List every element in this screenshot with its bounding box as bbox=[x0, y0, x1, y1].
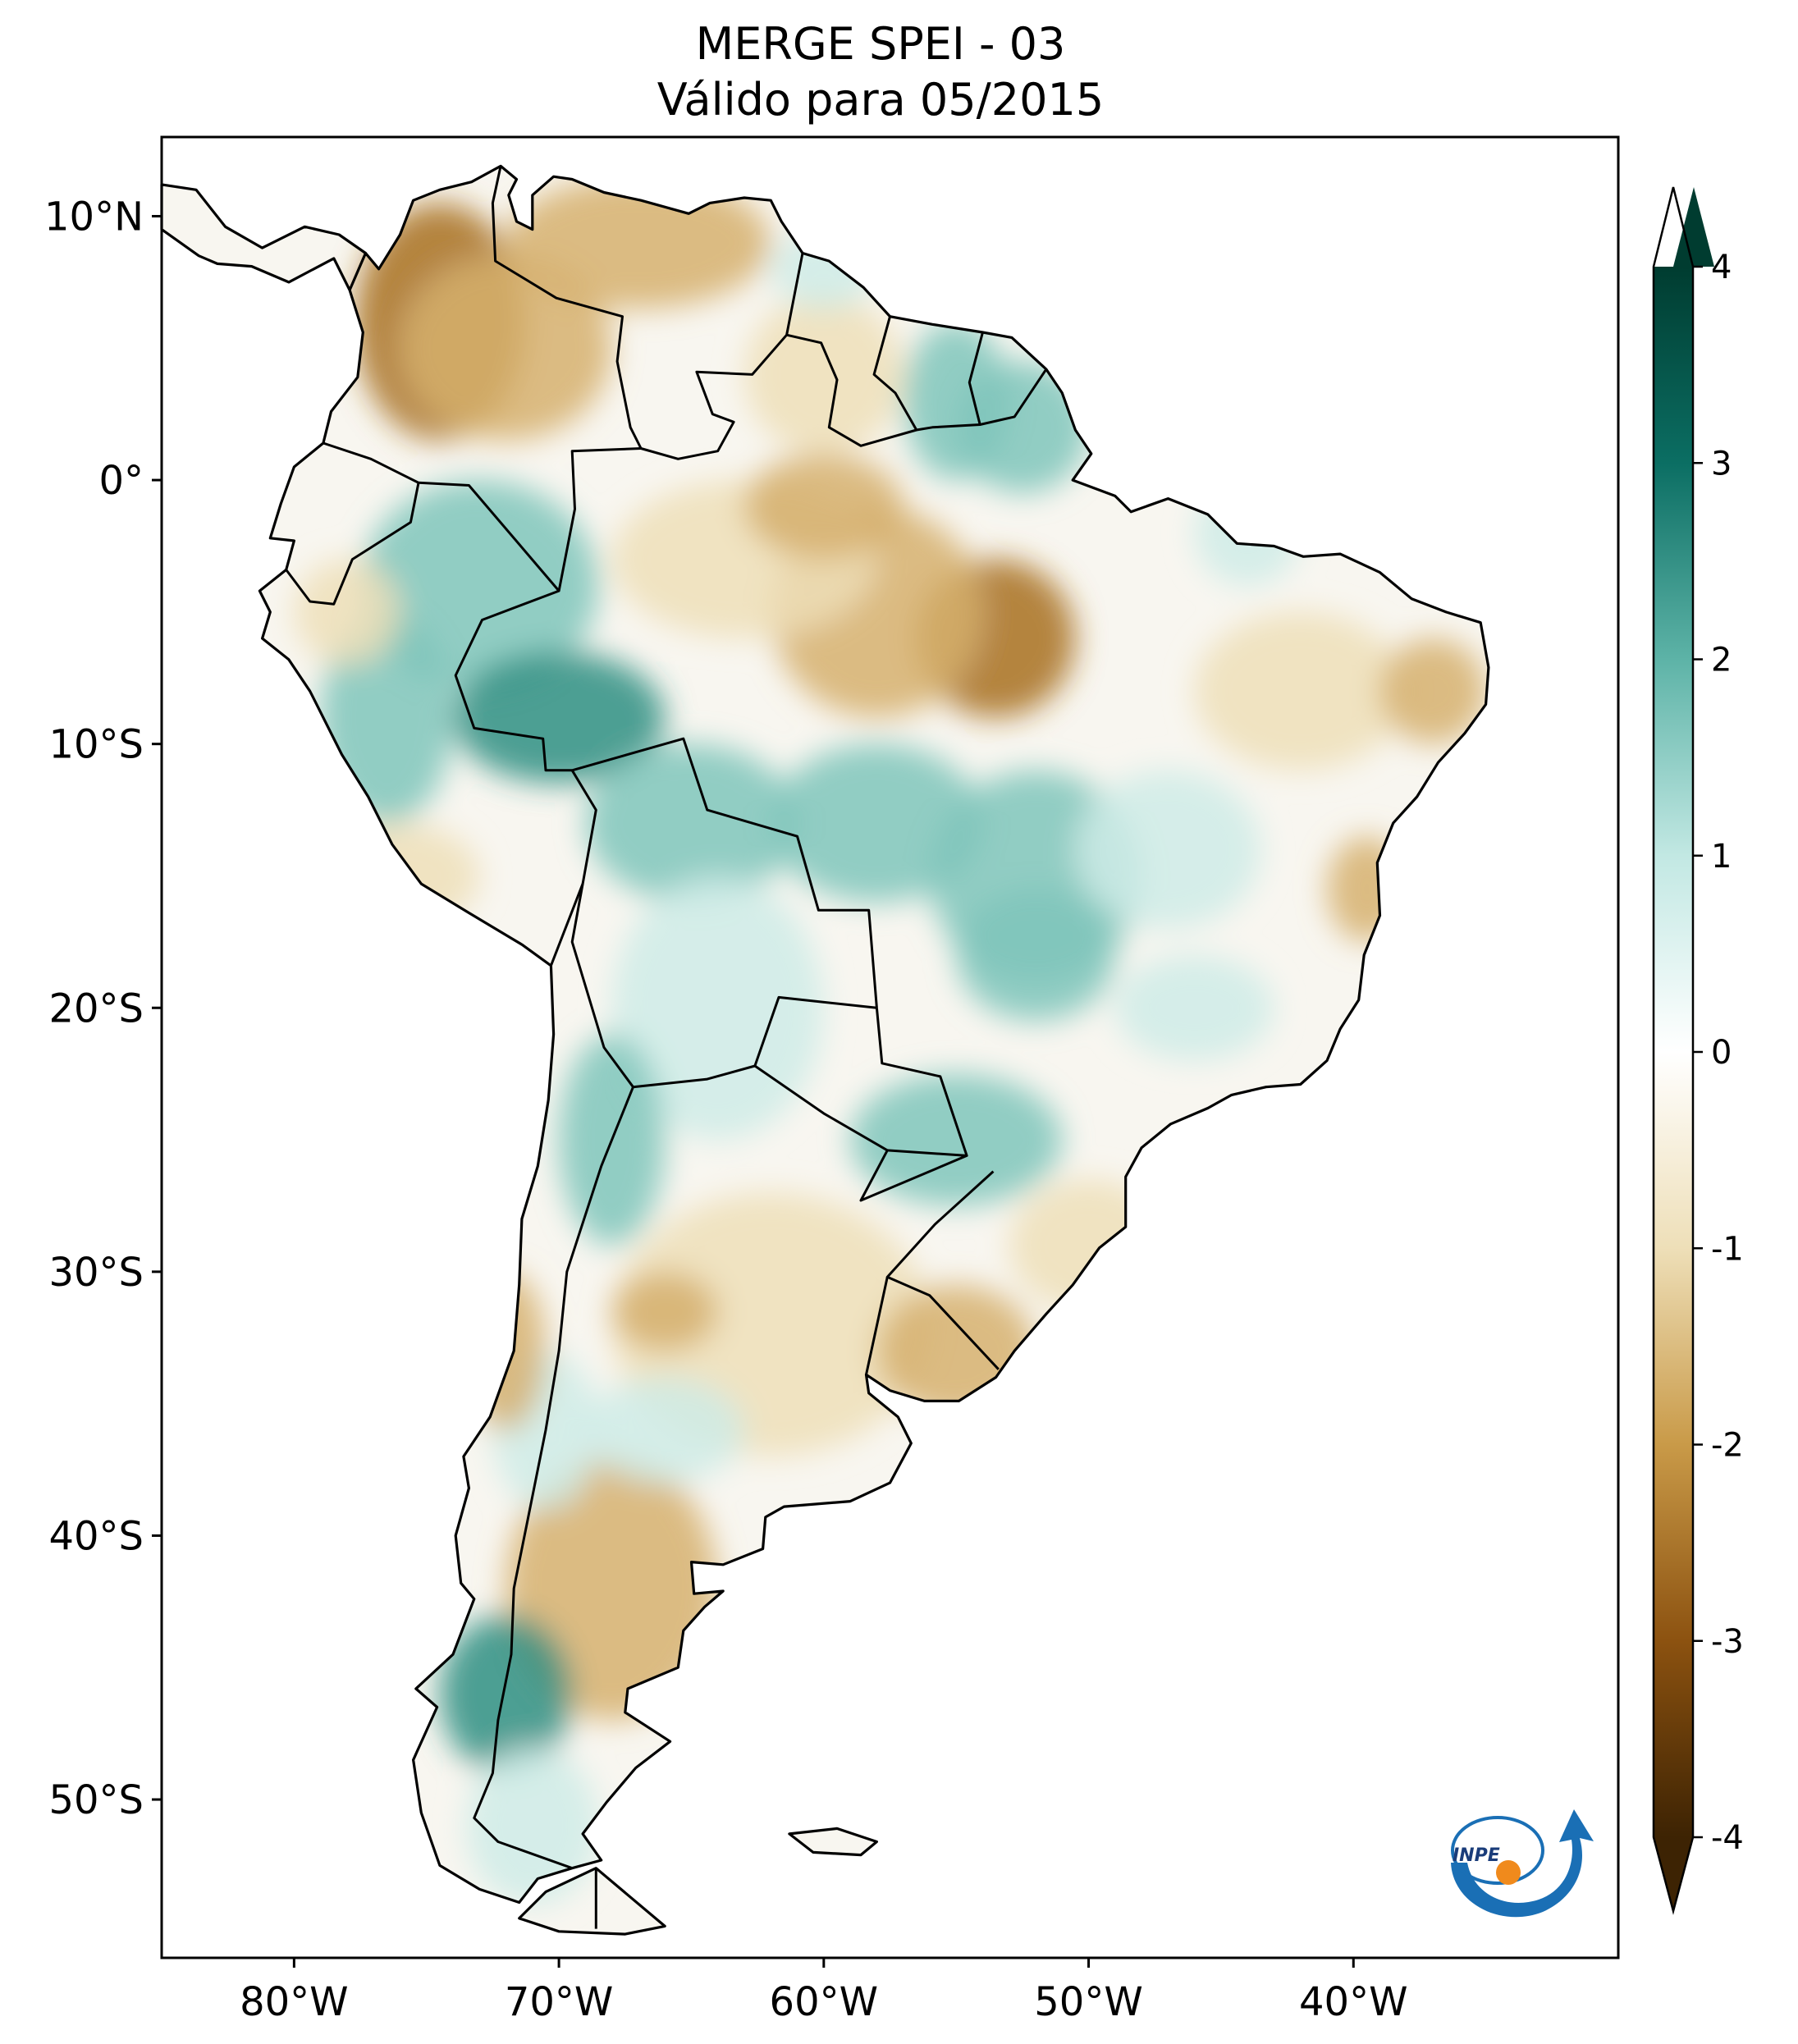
spei-blob-dry bbox=[611, 1271, 718, 1351]
spei-blob-dry bbox=[1379, 638, 1486, 744]
lat-tick-label: 0° bbox=[98, 458, 144, 504]
lon-tick-label: 60°W bbox=[770, 1979, 879, 2025]
country-border bbox=[473, 1086, 634, 1870]
lon-tick-label: 80°W bbox=[240, 1979, 349, 2025]
colorbar-tick-label: -2 bbox=[1711, 1427, 1744, 1465]
spei-blob-wet-light bbox=[466, 1746, 599, 1905]
spei-blob-dry bbox=[400, 255, 612, 441]
logo-ring-icon bbox=[1451, 1816, 1544, 1885]
lat-tick-label: 20°S bbox=[48, 985, 144, 1031]
colorbar-tick-label: -1 bbox=[1711, 1230, 1744, 1268]
spei-blob-wet-light bbox=[1075, 770, 1261, 929]
country-border bbox=[418, 481, 560, 592]
spei-blob-wet-light bbox=[611, 876, 824, 1141]
country-border bbox=[550, 883, 584, 967]
colorbar-tick-label: 3 bbox=[1711, 445, 1732, 482]
map-title-line-2: Válido para 05/2015 bbox=[657, 74, 1104, 126]
lon-tick-label: 40°W bbox=[1299, 1979, 1408, 2025]
colorbar-extend-max bbox=[1673, 187, 1714, 267]
colorbar-tick-label: 2 bbox=[1711, 642, 1732, 679]
colorbar-gradient bbox=[1654, 267, 1693, 1837]
colorbar-tick-label: 0 bbox=[1711, 1034, 1732, 1072]
spei-blob-wet bbox=[771, 743, 983, 903]
country-border bbox=[640, 253, 804, 460]
spei-blob-wet-light bbox=[1114, 955, 1274, 1061]
spei-blob-dry bbox=[744, 453, 904, 560]
latitude-axis: 10°N 0° 10°S 20°S 30°S 40°S 50°S bbox=[44, 194, 162, 1823]
lat-tick-label: 40°S bbox=[48, 1513, 144, 1559]
colorbar-tick-label: -4 bbox=[1711, 1819, 1744, 1857]
country-border bbox=[859, 1008, 968, 1202]
lon-tick-label: 50°W bbox=[1034, 1979, 1143, 2025]
country-border bbox=[285, 441, 420, 606]
spei-blob-wet-strong bbox=[453, 652, 666, 784]
lat-tick-label: 10°S bbox=[48, 722, 144, 768]
spei-blob-dry-light bbox=[1194, 611, 1407, 771]
lat-tick-label: 30°S bbox=[48, 1250, 144, 1296]
map-title-line-1: MERGE SPEI - 03 bbox=[696, 18, 1066, 70]
spei-blob-wet bbox=[956, 889, 1115, 1022]
colorbar-extend-min bbox=[1654, 1837, 1693, 1911]
lon-tick-label: 70°W bbox=[505, 1979, 614, 2025]
spei-blob-wet bbox=[956, 361, 1089, 494]
logo-sun-icon bbox=[1496, 1860, 1521, 1885]
spei-blob-wet bbox=[585, 743, 798, 903]
map-panel bbox=[160, 135, 1620, 1959]
country-border bbox=[454, 447, 642, 772]
spei-blob-wet bbox=[320, 611, 453, 824]
country-border bbox=[979, 368, 1048, 426]
political-borders bbox=[285, 166, 1048, 1929]
country-border bbox=[786, 316, 918, 447]
spei-blob-dry-light bbox=[294, 559, 400, 665]
country-border bbox=[571, 737, 878, 1008]
colorbar-tick-label: -3 bbox=[1711, 1623, 1744, 1661]
colorbar: 4 3 2 1 0 -1 -2 -3 -4 bbox=[1652, 186, 1744, 1915]
colorbar-ticks: 4 3 2 1 0 -1 -2 -3 -4 bbox=[1693, 249, 1744, 1857]
lat-tick-label: 10°N bbox=[44, 194, 144, 240]
inpe-logo: INPE bbox=[1451, 1809, 1594, 1918]
spei-blob-dry-light bbox=[744, 295, 904, 454]
logo-swoosh-icon bbox=[1451, 1809, 1594, 1918]
colorbar-tick-label: 4 bbox=[1711, 249, 1732, 286]
longitude-axis: 80°W 70°W 60°W 50°W 40°W bbox=[240, 1958, 1408, 2025]
country-border bbox=[754, 1064, 889, 1152]
country-border bbox=[865, 1276, 889, 1375]
logo-text: INPE bbox=[1453, 1845, 1500, 1866]
colorbar-tick-label: 1 bbox=[1711, 838, 1732, 876]
spei-blob-wet-strong bbox=[439, 1614, 573, 1773]
country-border bbox=[570, 770, 634, 1088]
south-america-coastline bbox=[160, 164, 1490, 1936]
country-border bbox=[491, 166, 643, 450]
lat-tick-label: 50°S bbox=[48, 1777, 144, 1823]
spei-blob-dry bbox=[506, 176, 771, 309]
spei-blob-wet bbox=[850, 1073, 1063, 1206]
map-frame bbox=[160, 135, 1620, 1959]
spei-blob-wet-light bbox=[585, 1377, 744, 1484]
